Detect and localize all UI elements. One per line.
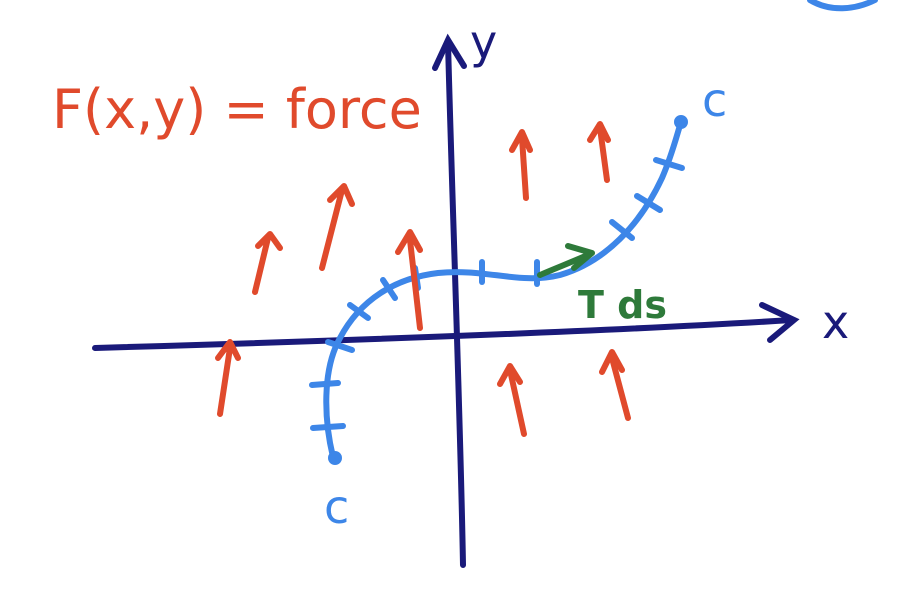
curve-tick bbox=[325, 339, 355, 353]
force-arrow bbox=[319, 183, 355, 271]
force-arrow bbox=[599, 349, 631, 421]
x-axis-line bbox=[92, 317, 795, 351]
force-arrow bbox=[587, 121, 611, 183]
curve-path bbox=[323, 119, 684, 460]
curve-tick bbox=[634, 193, 663, 213]
y-axis-label: y bbox=[470, 15, 497, 69]
tangent-arrowhead bbox=[565, 243, 595, 271]
x-axis-label: x bbox=[822, 295, 849, 349]
tangent-label: T ds bbox=[578, 283, 667, 327]
curve-start-point bbox=[328, 451, 342, 465]
curve-tick bbox=[310, 423, 346, 431]
curve-tick bbox=[380, 277, 398, 301]
curve-tick bbox=[309, 380, 341, 388]
curve-c bbox=[309, 115, 688, 465]
curve-tick bbox=[653, 157, 685, 171]
curve-top-label: c bbox=[702, 73, 727, 127]
curve-tick bbox=[609, 219, 635, 241]
x-axis-arrowhead bbox=[759, 302, 800, 343]
force-arrow bbox=[497, 363, 527, 437]
force-arrow bbox=[509, 129, 533, 201]
curve-tick bbox=[347, 302, 371, 321]
y-axis-line bbox=[445, 39, 466, 568]
y-axis-arrowhead bbox=[432, 33, 467, 71]
axes bbox=[92, 33, 800, 568]
force-arrow bbox=[215, 339, 241, 417]
curve-end-point bbox=[674, 115, 688, 129]
circle-fragment-icon bbox=[807, 0, 878, 12]
force-label: F(x,y) = force bbox=[52, 78, 422, 141]
tangent-vector bbox=[537, 243, 595, 278]
force-field-arrows bbox=[215, 121, 631, 437]
force-arrow bbox=[395, 229, 423, 331]
force-arrow bbox=[252, 231, 283, 295]
curve-bottom-label: c bbox=[324, 480, 349, 534]
